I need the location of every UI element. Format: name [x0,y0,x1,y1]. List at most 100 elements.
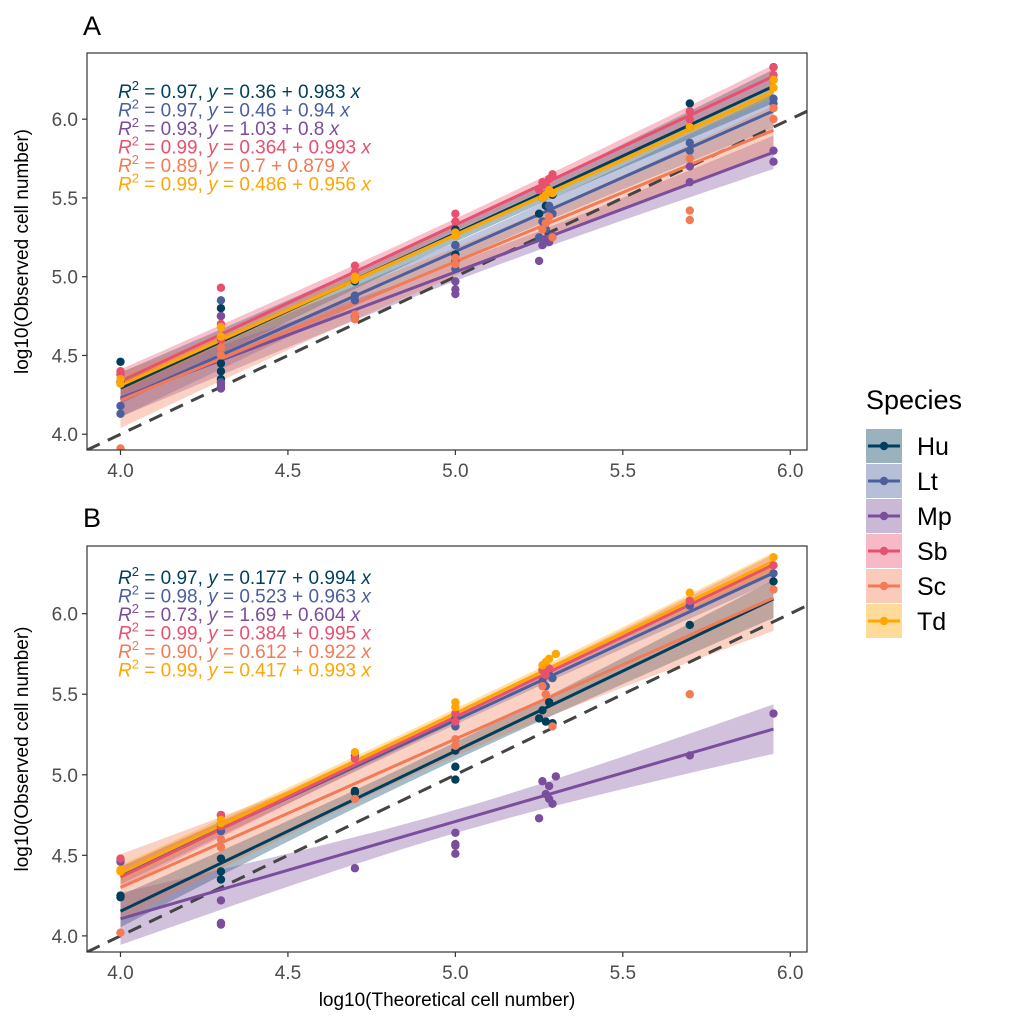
data-point-mp[interactable] [451,277,460,286]
data-point-td[interactable] [544,654,554,663]
data-point-sc[interactable] [116,444,125,452]
data-point-sc[interactable] [216,351,226,360]
data-point-td[interactable] [685,588,694,597]
data-point-sc[interactable] [548,233,557,242]
data-point-sc[interactable] [451,741,460,750]
data-point-mp[interactable] [544,781,554,791]
data-point-sb[interactable] [451,209,460,218]
data-point-sb[interactable] [451,709,460,718]
data-point-hu[interactable] [534,209,544,218]
data-point-mp[interactable] [769,157,778,166]
data-point-lt[interactable] [216,296,226,305]
data-point-lt[interactable] [548,673,557,683]
data-point-hu[interactable] [350,788,360,797]
data-point-sc[interactable] [548,722,557,731]
data-point-lt[interactable] [116,401,125,411]
data-point-sb[interactable] [685,107,694,116]
data-point-sb[interactable] [216,283,226,292]
data-point-hu[interactable] [451,775,460,784]
data-point-sb[interactable] [548,170,557,179]
data-point-hu[interactable] [769,577,778,586]
data-point-sc[interactable] [685,215,694,225]
data-point-sc[interactable] [116,928,125,937]
data-point-sb[interactable] [541,670,550,680]
data-point-td[interactable] [769,553,778,562]
data-point-lt[interactable] [350,291,360,300]
data-point-sc[interactable] [544,212,554,222]
data-point-sc[interactable] [541,218,550,228]
legend-item-lt[interactable]: Lt [866,464,938,498]
data-point-hu[interactable] [534,714,544,723]
data-point-sc[interactable] [685,154,694,163]
data-point-mp[interactable] [451,839,460,849]
data-point-sc[interactable] [769,585,778,594]
legend-item-td[interactable]: Td [866,604,946,638]
data-point-sc[interactable] [451,259,460,269]
data-point-td[interactable] [451,231,460,240]
data-point-td[interactable] [769,83,778,92]
data-point-mp[interactable] [685,162,694,171]
data-point-sc[interactable] [216,343,226,352]
data-point-sb[interactable] [116,854,125,863]
data-point-sb[interactable] [451,717,460,726]
data-point-hu[interactable] [451,762,460,771]
data-point-sc[interactable] [216,835,226,844]
data-point-hu[interactable] [216,875,226,884]
data-point-hu[interactable] [685,620,694,630]
legend-item-mp[interactable]: Mp [866,499,952,533]
data-point-mp[interactable] [451,828,460,837]
data-point-sc[interactable] [451,253,460,263]
data-point-mp[interactable] [544,794,554,804]
data-point-sb[interactable] [685,596,694,605]
data-point-lt[interactable] [116,409,125,418]
data-point-td[interactable] [216,322,226,332]
data-point-sb[interactable] [350,754,360,763]
data-point-sb[interactable] [685,114,694,124]
legend-item-sc[interactable]: Sc [866,569,946,603]
data-point-sb[interactable] [769,62,778,72]
data-point-mp[interactable] [216,918,226,928]
data-point-mp[interactable] [685,751,694,760]
data-point-lt[interactable] [544,201,554,211]
data-point-sc[interactable] [538,681,547,691]
data-point-td[interactable] [685,122,694,132]
data-point-sc[interactable] [769,103,778,113]
data-point-hu[interactable] [216,854,226,863]
data-point-lt[interactable] [451,240,460,250]
data-point-hu[interactable] [216,304,226,313]
data-point-sc[interactable] [216,843,226,852]
data-point-mp[interactable] [534,814,544,823]
data-point-sb[interactable] [534,185,544,195]
data-point-hu[interactable] [538,706,547,715]
data-point-hu[interactable] [544,698,554,707]
data-point-mp[interactable] [534,256,544,266]
data-point-mp[interactable] [350,864,360,873]
data-point-lt[interactable] [685,138,694,147]
data-point-hu[interactable] [116,357,125,366]
legend-item-hu[interactable]: Hu [866,429,949,463]
data-point-sc[interactable] [541,690,550,699]
data-point-sb[interactable] [769,561,778,570]
data-point-hu[interactable] [216,867,226,876]
data-point-td[interactable] [216,332,226,341]
data-point-mp[interactable] [451,289,460,299]
data-point-mp[interactable] [769,146,778,155]
data-point-td[interactable] [116,379,125,389]
data-point-td[interactable] [548,189,557,198]
data-point-mp[interactable] [216,379,226,389]
data-point-td[interactable] [350,748,360,757]
data-point-mp[interactable] [538,777,547,786]
data-point-hu[interactable] [116,891,125,900]
data-point-sc[interactable] [350,794,360,804]
data-point-td[interactable] [769,75,778,84]
data-point-mp[interactable] [451,849,460,858]
data-point-mp[interactable] [551,772,561,781]
data-point-sc[interactable] [769,114,778,124]
data-point-hu[interactable] [685,99,694,108]
data-point-td[interactable] [451,702,460,712]
data-point-hu[interactable] [541,717,550,726]
data-point-sb[interactable] [350,261,360,270]
data-point-mp[interactable] [216,311,226,321]
data-point-sc[interactable] [350,310,360,319]
data-point-sb[interactable] [451,217,460,226]
